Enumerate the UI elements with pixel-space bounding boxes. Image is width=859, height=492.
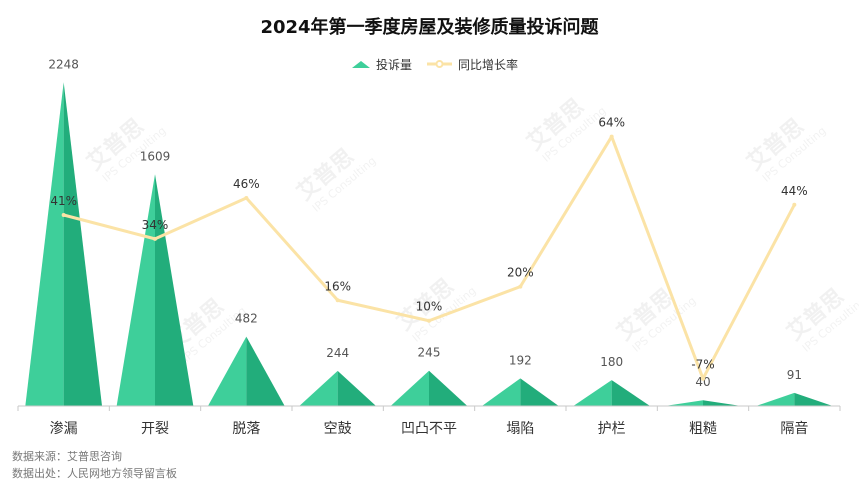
bar-right-face bbox=[429, 370, 468, 406]
growth-point bbox=[701, 376, 705, 381]
chart-title: 2024年第一季度房屋及装修质量投诉问题 bbox=[260, 16, 599, 38]
bar-triangle bbox=[116, 174, 194, 406]
growth-point bbox=[792, 202, 797, 207]
legend-item-growth[interactable]: 同比增长率 bbox=[427, 57, 518, 72]
bar-triangle bbox=[755, 392, 833, 406]
bar-right-face bbox=[703, 400, 742, 406]
bar-right-face bbox=[246, 336, 285, 406]
growth-point bbox=[427, 318, 431, 323]
bar-value-label: 2248 bbox=[48, 57, 79, 71]
legend-triangle-icon bbox=[352, 61, 370, 68]
legend: 投诉量 同比增长率 bbox=[352, 57, 518, 72]
bar-left-face bbox=[25, 82, 64, 407]
growth-point bbox=[609, 134, 614, 139]
x-axis-labels: 渗漏 开裂 脱落 空鼓 凹凸不平 塌陷 护栏 粗糙 隔音 bbox=[50, 420, 809, 437]
bar-value-label: 482 bbox=[235, 312, 258, 326]
growth-point bbox=[335, 298, 340, 303]
x-axis-label: 隔音 bbox=[780, 420, 808, 437]
bar-value-label: 91 bbox=[787, 368, 802, 382]
growth-point-label: 41% bbox=[50, 194, 77, 208]
bar-left-face bbox=[116, 174, 155, 406]
x-axis-label: 渗漏 bbox=[50, 421, 78, 437]
bar-triangle bbox=[573, 380, 651, 406]
bar-right-face bbox=[611, 380, 651, 406]
bar-left-face bbox=[664, 400, 703, 406]
legend-line-dot-icon bbox=[435, 60, 444, 68]
bar-left-face bbox=[390, 370, 429, 406]
bar-right-face bbox=[520, 378, 559, 406]
bar-triangle bbox=[25, 82, 103, 407]
bar-value-label: 244 bbox=[326, 346, 349, 360]
bar-left-face bbox=[299, 370, 338, 406]
x-axis-ticks bbox=[17, 406, 841, 411]
growth-point-label: 64% bbox=[598, 116, 625, 130]
x-axis-label: 开裂 bbox=[141, 421, 169, 437]
growth-point-label: 46% bbox=[233, 177, 260, 191]
bar-left-face bbox=[481, 378, 521, 406]
x-axis-label: 护栏 bbox=[598, 421, 626, 437]
growth-point-label: -7% bbox=[691, 358, 714, 372]
legend-label-growth: 同比增长率 bbox=[458, 57, 518, 72]
bar-triangle bbox=[207, 336, 285, 406]
bar-left-face bbox=[573, 380, 612, 406]
origin-line: 数据出处：人民网地方领导留言板 bbox=[12, 466, 177, 480]
growth-line: 41% 34% 46% 16% 10% 20% 64% -7% 44% bbox=[50, 116, 808, 381]
x-axis-label: 脱落 bbox=[232, 421, 260, 437]
bar-value-label: 192 bbox=[509, 353, 532, 367]
bar-left-face bbox=[755, 392, 795, 406]
x-axis-label: 空鼓 bbox=[324, 421, 352, 437]
growth-point bbox=[518, 284, 523, 289]
bar-triangle bbox=[390, 370, 468, 406]
bar-right-face bbox=[155, 174, 194, 406]
growth-point bbox=[244, 195, 249, 200]
legend-label-complaints: 投诉量 bbox=[376, 57, 412, 72]
x-axis-label: 凹凸不平 bbox=[401, 421, 457, 437]
growth-point-label: 20% bbox=[507, 266, 534, 280]
source-line: 数据来源：艾普思咨询 bbox=[12, 449, 122, 463]
bar-triangle bbox=[481, 378, 559, 406]
legend-item-complaints[interactable]: 投诉量 bbox=[352, 57, 412, 72]
growth-point bbox=[61, 213, 66, 218]
bar-left-face bbox=[207, 336, 247, 406]
growth-point-label: 44% bbox=[781, 184, 808, 198]
bar-value-label: 180 bbox=[600, 355, 623, 369]
bar-right-face bbox=[63, 82, 103, 407]
growth-point bbox=[153, 236, 157, 241]
bar-triangle bbox=[664, 400, 742, 406]
growth-point-label: 16% bbox=[324, 279, 351, 293]
bar-value-label: 1609 bbox=[140, 149, 171, 163]
bar-value-labels: 2248 1609 482 244 245 192 180 40 91 bbox=[48, 57, 802, 389]
bar-value-label: 40 bbox=[695, 375, 710, 389]
x-axis-label: 粗糙 bbox=[689, 421, 717, 437]
complaint-bars bbox=[25, 82, 833, 407]
growth-point-label: 34% bbox=[142, 218, 169, 232]
bar-right-face bbox=[794, 392, 833, 406]
bar-right-face bbox=[337, 370, 377, 406]
growth-point-label: 10% bbox=[416, 300, 443, 314]
x-axis-label: 塌陷 bbox=[506, 421, 534, 437]
bar-value-label: 245 bbox=[418, 346, 441, 360]
bar-triangle bbox=[299, 370, 377, 406]
